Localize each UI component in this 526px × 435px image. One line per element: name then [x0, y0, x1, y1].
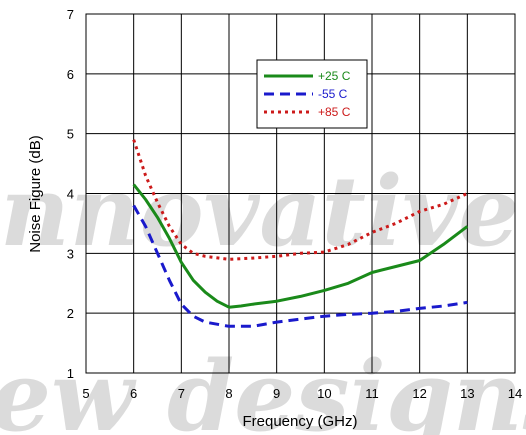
x-tick-label: 12	[412, 386, 426, 401]
y-tick-label: 6	[67, 67, 74, 82]
x-tick-label: 9	[273, 386, 280, 401]
y-tick-label: 3	[67, 246, 74, 261]
x-tick-label: 6	[130, 386, 137, 401]
legend: +25 C -55 C +85 C	[256, 59, 368, 129]
y-tick-labels: 1 2 3 4 5 6 7	[67, 7, 74, 381]
legend-label-0: +25 C	[318, 69, 351, 83]
series-lines	[132, 139, 469, 328]
y-tick-label: 4	[67, 187, 74, 202]
series-line-1	[132, 204, 468, 328]
series-line-0	[132, 183, 469, 309]
x-tick-label: 8	[225, 386, 232, 401]
x-tick-labels: 5 6 7 8 9 10 11 12 13 14	[82, 386, 522, 401]
x-axis-title: Frequency (GHz)	[242, 413, 357, 430]
y-tick-label: 2	[67, 306, 74, 321]
x-tick-label: 5	[82, 386, 89, 401]
x-tick-label: 7	[178, 386, 185, 401]
watermark-line1: nnovative	[0, 155, 519, 268]
plot-frame	[85, 13, 516, 374]
legend-label-1: -55 C	[318, 87, 348, 101]
y-tick-label: 5	[67, 127, 74, 142]
y-axis-title: Noise Figure (dB)	[27, 135, 44, 253]
series-line-2	[132, 139, 468, 261]
x-tick-label: 10	[317, 386, 331, 401]
x-tick-label: 11	[365, 386, 379, 401]
y-tick-label: 1	[67, 366, 74, 381]
y-tick-label: 7	[67, 7, 74, 22]
x-tick-label: 14	[508, 386, 522, 401]
watermark-line2: ew designs	[0, 340, 526, 435]
legend-label-2: +85 C	[318, 105, 351, 119]
x-tick-label: 13	[460, 386, 474, 401]
